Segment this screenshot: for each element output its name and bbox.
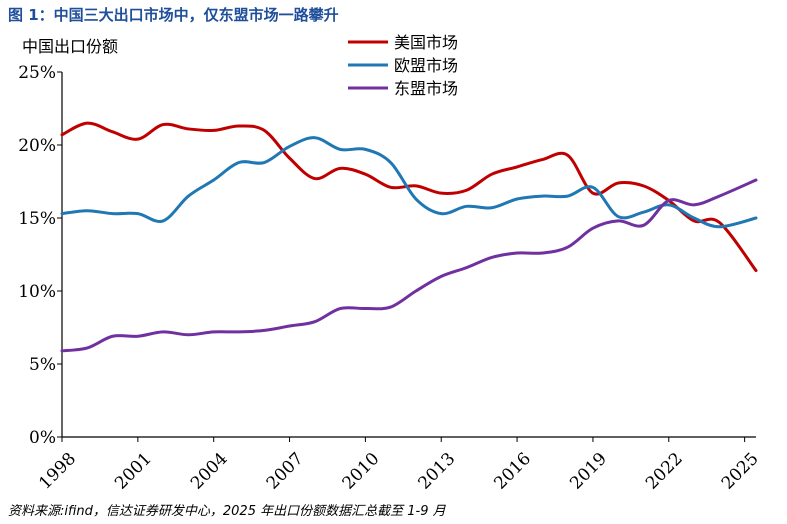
x-tick-label: 2001 — [111, 449, 156, 494]
legend-label-1: 美国市场 — [394, 33, 458, 52]
x-tick-label: 2016 — [490, 449, 535, 494]
figure-title: 图 1：中国三大出口市场中，仅东盟市场一路攀升 — [8, 6, 339, 24]
chart-axes — [61, 72, 756, 438]
x-tick-label: 2007 — [263, 449, 308, 494]
series-line-1 — [60, 121, 758, 273]
x-tick-label: 2010 — [339, 449, 384, 494]
chart-ticks: 0% 5% 10% 15% 20% 25% 1998 2001 2004 2007 2010 2013… — [18, 63, 762, 494]
legend-label-2: 欧盟市场 — [394, 56, 458, 75]
legend-label-3: 东盟市场 — [394, 79, 458, 98]
y-tick-label: 25% — [18, 63, 56, 83]
y-tick-label: 15% — [18, 209, 56, 229]
series-line-2 — [60, 136, 758, 229]
x-tick-label: 1998 — [35, 449, 80, 494]
x-tick-label: 2025 — [718, 449, 763, 494]
x-tick-label: 2019 — [566, 449, 611, 494]
chart-series — [60, 121, 758, 353]
y-tick-label: 10% — [18, 282, 56, 302]
y-axis-label: 中国出口份额 — [22, 37, 118, 56]
y-tick-label: 0% — [29, 428, 56, 448]
y-tick-label: 5% — [29, 355, 56, 375]
x-tick-label: 2004 — [187, 449, 232, 494]
series-line-3 — [60, 178, 758, 353]
y-tick-label: 20% — [18, 136, 56, 156]
x-tick-label: 2013 — [415, 449, 460, 494]
x-tick-label: 2022 — [642, 449, 687, 494]
source-footnote: 资料来源:ifind，信达证券研发中心，2025 年出口份额数据汇总截至 1-9… — [8, 504, 446, 519]
